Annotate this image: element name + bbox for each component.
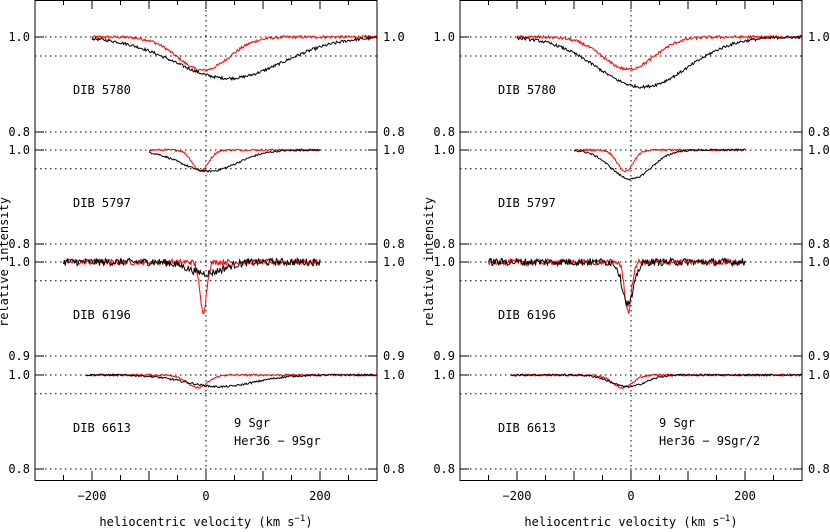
y-tick-label: 0.8	[808, 237, 830, 251]
spectrum-line	[91, 35, 378, 81]
y-tick-label: 1.0	[8, 368, 30, 382]
dib-label: DIB 6613	[498, 421, 556, 435]
sub-panel-dib-6613: 1.0 1.0 0.8 0.8 DIB 6613	[8, 368, 404, 476]
y-tick-label: 0.8	[433, 237, 455, 251]
dib-label: DIB 5797	[498, 196, 556, 210]
x-tick-label: 200	[309, 489, 331, 503]
y-tick-label: 0.8	[383, 462, 405, 476]
y-tick-label: 0.8	[433, 462, 455, 476]
legend: 9 Sgr Her36 − 9Sgr	[234, 416, 321, 448]
y-tick-label: 1.0	[433, 143, 455, 157]
sub-panel-dib-5797: 1.0 1.0 0.8 0.8 DIB 5797	[433, 143, 829, 251]
spectrum-line	[85, 372, 378, 389]
spectrum-line	[516, 34, 803, 71]
spectrum-line	[91, 34, 378, 73]
y-tick-label: 1.0	[808, 368, 830, 382]
x-tick-label: −200	[503, 489, 532, 503]
sub-panel-dib-5797: 1.0 1.0 0.8 0.8 DIB 5797	[8, 143, 404, 251]
y-tick-label: 0.8	[8, 462, 30, 476]
spectrum-line	[148, 148, 321, 173]
y-tick-label: 0.8	[383, 125, 405, 139]
y-tick-label: 1.0	[383, 368, 405, 382]
spectrum-line	[510, 373, 803, 389]
y-tick-label: 0.8	[8, 237, 30, 251]
spectrum-line	[63, 257, 321, 315]
y-axis-label: relative intensity	[0, 197, 11, 327]
x-tick-label: 0	[627, 489, 634, 503]
dib-label: DIB 5780	[498, 83, 556, 97]
sub-panel-dib-6196: 1.0 1.0 0.9 0.9 DIB 6196	[433, 255, 829, 363]
y-tick-label: 1.0	[383, 30, 405, 44]
dib-label: DIB 6196	[498, 308, 556, 322]
spectrum-line	[63, 257, 321, 278]
legend-label: Her36 − 9Sgr/2	[659, 434, 760, 448]
sub-panel-dib-5780: 1.0 1.0 0.8 0.8 DIB 5780	[433, 30, 829, 139]
y-tick-label: 1.0	[433, 30, 455, 44]
spectrum-line	[488, 256, 746, 307]
dib-label: DIB 5797	[73, 196, 131, 210]
y-tick-label: 0.9	[433, 349, 455, 363]
x-axis-label: heliocentric velocity (km s−1)	[99, 514, 312, 529]
y-tick-label: 0.8	[433, 125, 455, 139]
y-tick-label: 0.9	[808, 349, 830, 363]
y-tick-label: 1.0	[808, 143, 830, 157]
y-tick-label: 1.0	[8, 255, 30, 269]
y-tick-label: 0.8	[808, 462, 830, 476]
y-tick-label: 0.8	[8, 125, 30, 139]
y-tick-label: 1.0	[8, 30, 30, 44]
y-tick-label: 0.9	[8, 349, 30, 363]
y-tick-label: 1.0	[8, 143, 30, 157]
sub-panel-dib-5780: 1.0 1.0 0.8 0.8 DIB 5780	[8, 30, 404, 139]
dib-label: DIB 6613	[73, 421, 131, 435]
spectrum-line	[488, 257, 746, 314]
y-axis-label: relative intensity	[422, 197, 436, 327]
dib-label: DIB 6196	[73, 308, 131, 322]
legend-label: 9 Sgr	[659, 416, 695, 430]
y-tick-label: 1.0	[433, 368, 455, 382]
spectrum-line	[573, 148, 746, 173]
y-tick-label: 1.0	[433, 255, 455, 269]
legend-label: Her36 − 9Sgr	[234, 434, 321, 448]
spectrum-line	[516, 35, 802, 90]
sub-panel-dib-6613: 1.0 1.0 0.8 0.8 DIB 6613	[433, 368, 829, 476]
x-axis-label: heliocentric velocity (km s−1)	[524, 514, 737, 529]
sub-panel-dib-6196: 1.0 1.0 0.9 0.9 DIB 6196	[8, 255, 404, 363]
chart-panel-right: −200 0 200 heliocentric velocity (km s−1) re…	[422, 0, 830, 529]
chart-panel-left: −200 0 200 heliocentric velocity (km s−1) re…	[0, 0, 405, 529]
y-tick-label: 0.8	[808, 125, 830, 139]
y-tick-label: 1.0	[383, 143, 405, 157]
y-tick-label: 1.0	[383, 255, 405, 269]
y-tick-label: 1.0	[808, 30, 830, 44]
x-tick-label: −200	[78, 489, 107, 503]
y-tick-label: 1.0	[808, 255, 830, 269]
y-tick-label: 0.9	[383, 349, 405, 363]
legend-label: 9 Sgr	[234, 416, 270, 430]
x-tick-label: 0	[202, 489, 209, 503]
spectrum-line	[573, 148, 746, 181]
legend: 9 Sgr Her36 − 9Sgr/2	[659, 416, 760, 448]
y-tick-label: 0.8	[383, 237, 405, 251]
dib-label: DIB 5780	[73, 83, 131, 97]
x-tick-label: 200	[734, 489, 756, 503]
